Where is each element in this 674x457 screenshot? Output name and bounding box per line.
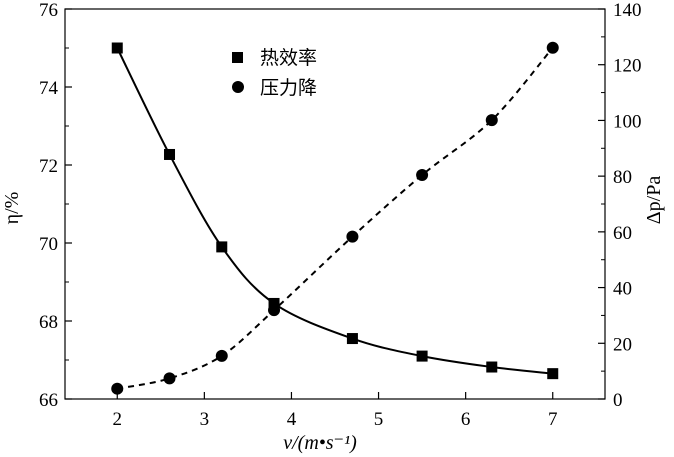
y-right-tick-label: 60 [613,223,632,244]
y-right-tick-label: 0 [613,390,623,411]
pressure-drop-point [268,304,281,317]
legend-item-pressure-drop: 压力降 [232,77,317,99]
x-tick-label: 2 [113,409,123,430]
y-right-tick-label: 120 [613,56,642,77]
y-right-tick-label: 40 [613,279,632,300]
thermal-efficiency-point [164,148,176,160]
y-right-tick-label: 140 [613,0,642,21]
y-right-axis-ticks: 0 20 40 60 80 100 120 140 [598,0,642,411]
y-left-axis-ticks: 66 68 70 72 74 76 [39,0,72,411]
thermal-efficiency-point [486,361,498,373]
y-left-tick-label: 76 [39,0,58,21]
plot-frame [64,8,606,400]
thermal-efficiency-line [116,47,553,375]
pressure-drop-point [416,169,429,182]
pressure-drop-point [215,349,228,362]
legend-square-marker-icon [232,52,243,63]
plot-area: 2 3 4 5 6 7 66 68 70 72 74 76 0 20 40 60 80 100 120 140 [39,0,642,430]
pressure-drop-point [111,382,124,395]
pressure-drop-point [485,114,498,127]
thermal-efficiency-point [416,350,428,362]
y-right-tick-label: 100 [613,111,642,132]
y-right-axis-label: Δp/Pa [643,176,665,225]
x-tick-label: 6 [461,409,471,430]
thermal-efficiency-point [216,241,228,253]
thermal-efficiency-point [547,368,559,380]
thermal-efficiency-point [268,297,280,309]
y-left-axis-label: η/% [1,192,23,225]
legend-label-pressure-drop: 压力降 [260,77,317,99]
y-right-tick-label: 20 [613,334,632,355]
pressure-drop-point [163,372,176,385]
x-tick-label: 3 [200,409,210,430]
series-layer [111,41,559,395]
x-axis-label: v/(m•s⁻¹) [283,432,357,454]
y-left-tick-label: 68 [39,312,58,333]
pressure-drop-point [546,41,559,54]
y-left-tick-label: 74 [39,78,59,99]
y-right-tick-label: 80 [613,167,632,188]
pressure-drop-point [346,230,359,243]
x-axis-ticks: 2 3 4 5 6 7 [113,392,558,430]
legend: 热效率 压力降 [232,47,317,99]
x-tick-label: 5 [374,409,384,430]
legend-item-thermal-efficiency: 热效率 [232,47,317,69]
thermal-efficiency-point [111,42,123,54]
legend-circle-marker-icon [232,81,244,93]
legend-label-thermal-efficiency: 热效率 [260,47,317,69]
y-left-tick-label: 66 [39,390,58,411]
thermal-efficiency-point [346,333,358,345]
y-left-tick-label: 70 [39,234,58,255]
pressure-drop-line [117,47,554,390]
y-left-tick-label: 72 [39,156,58,177]
x-tick-label: 4 [287,409,297,430]
x-tick-label: 7 [548,409,558,430]
